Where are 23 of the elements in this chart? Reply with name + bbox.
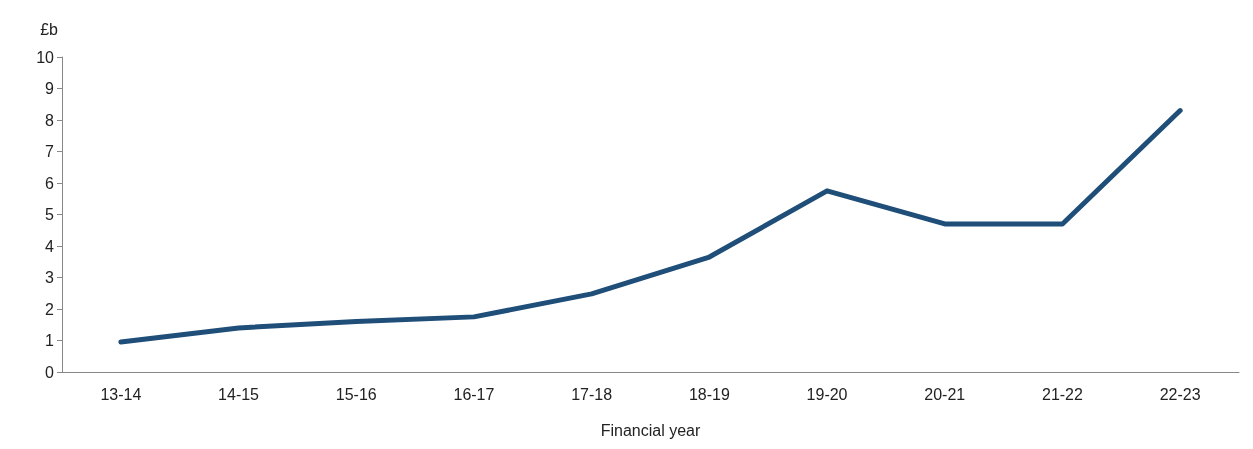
y-tick-label: 0: [45, 363, 55, 381]
x-tick-label: 21-22: [1041, 385, 1084, 403]
x-tick-label: 17-18: [571, 385, 613, 403]
y-tick-label: 9: [45, 80, 55, 97]
y-tick-label: 8: [45, 111, 55, 129]
y-tick-label: 4: [45, 237, 55, 255]
x-tick-label: 14-15: [218, 385, 260, 403]
y-tick-label: 1: [45, 332, 55, 349]
y-tick-label: 10: [36, 48, 55, 66]
y-tick-label: 7: [45, 143, 55, 160]
x-axis-title: Financial year: [600, 421, 701, 439]
y-tick-label: 2: [45, 300, 55, 318]
y-tick-label: 5: [45, 206, 55, 223]
x-tick-label: 18-19: [688, 385, 730, 403]
y-tick-label: 6: [45, 174, 55, 192]
x-tick-label: 16-17: [453, 385, 495, 403]
x-tick-label: 20-21: [924, 385, 966, 403]
x-tick-label: 13-14: [100, 385, 142, 403]
y-axis-title: £b: [40, 20, 59, 38]
x-tick-label: 22-23: [1159, 385, 1201, 403]
x-tick-label: 15-16: [335, 385, 377, 403]
y-tick-label: 3: [45, 269, 55, 286]
x-tick-label: 19-20: [806, 385, 848, 403]
